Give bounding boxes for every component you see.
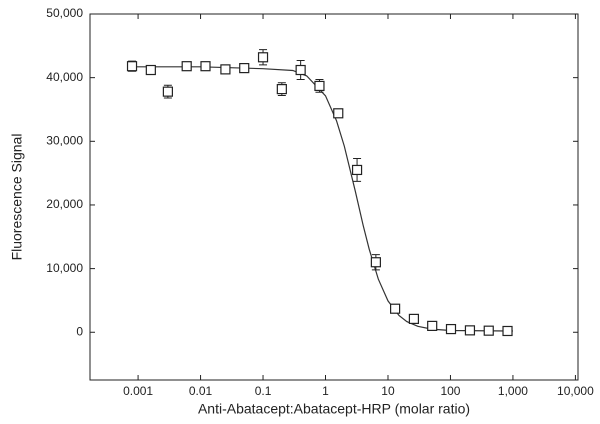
data-point (162, 86, 173, 97)
data-point (220, 64, 231, 75)
y-axis-title: Fluorescence Signal (9, 134, 25, 261)
data-point (445, 323, 457, 335)
data-point (200, 61, 211, 72)
x-tick-label: 0.01 (189, 384, 213, 398)
data-point (257, 52, 269, 63)
data-point (370, 257, 381, 268)
x-tick-label: 1,000 (498, 384, 528, 398)
data-point (126, 61, 138, 72)
x-tick-label: 0.001 (123, 384, 153, 398)
x-tick-label: 10 (381, 384, 395, 398)
data-point (239, 63, 250, 74)
y-tick-label: 40,000 (46, 70, 83, 84)
data-point (181, 61, 192, 72)
y-tick-label: 0 (76, 324, 83, 338)
data-point (408, 313, 420, 324)
x-tick-label: 0.1 (255, 384, 272, 398)
x-axis-title: Anti-Abatacept:Abatacept-HRP (molar rati… (198, 401, 470, 417)
data-point (145, 64, 156, 76)
data-point (276, 84, 287, 95)
y-tick-label: 50,000 (46, 6, 83, 20)
y-tick-label: 30,000 (46, 133, 83, 147)
x-tick-label: 100 (440, 384, 460, 398)
data-point (351, 164, 363, 176)
data-point (464, 325, 476, 336)
data-point (333, 108, 344, 119)
x-tick-label: 10,000 (557, 384, 594, 398)
data-point (390, 303, 401, 314)
data-point (427, 320, 438, 331)
y-tick-label: 10,000 (46, 261, 83, 275)
fit-curve (128, 66, 513, 332)
data-point (314, 80, 325, 92)
x-tick-label: 1 (322, 384, 329, 398)
y-tick-label: 20,000 (46, 197, 83, 211)
data-point (295, 64, 306, 76)
data-point (483, 325, 494, 336)
plot-frame (89, 13, 579, 381)
data-point (502, 325, 513, 337)
